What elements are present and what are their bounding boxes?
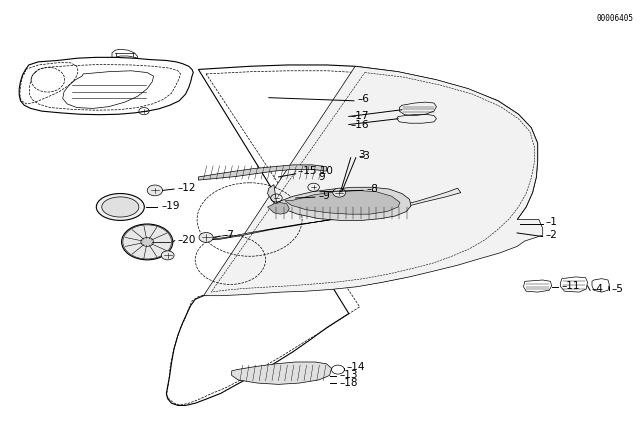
Text: –5: –5 xyxy=(611,284,623,294)
Polygon shape xyxy=(268,185,411,220)
Text: –15 10: –15 10 xyxy=(298,166,332,176)
Circle shape xyxy=(161,251,174,260)
Polygon shape xyxy=(198,165,326,180)
Circle shape xyxy=(199,233,213,242)
Text: 3: 3 xyxy=(358,150,365,159)
Text: –8: –8 xyxy=(366,184,378,194)
Circle shape xyxy=(141,237,154,246)
Polygon shape xyxy=(268,202,289,214)
Text: –12: –12 xyxy=(178,183,196,193)
Polygon shape xyxy=(208,188,461,240)
Text: 00006405: 00006405 xyxy=(596,14,634,23)
Circle shape xyxy=(147,185,163,196)
Text: –4: –4 xyxy=(592,284,604,294)
Text: –16: –16 xyxy=(351,120,369,129)
Ellipse shape xyxy=(96,194,145,220)
Text: –1: –1 xyxy=(545,217,557,227)
Polygon shape xyxy=(285,190,400,214)
Text: –14: –14 xyxy=(347,362,365,372)
Text: –18: –18 xyxy=(339,378,358,388)
Text: –2: –2 xyxy=(545,230,557,240)
Ellipse shape xyxy=(102,197,139,217)
Text: –7: –7 xyxy=(223,230,235,240)
Text: –20: –20 xyxy=(178,235,196,245)
Polygon shape xyxy=(232,362,332,384)
Circle shape xyxy=(122,224,173,260)
Text: –3: –3 xyxy=(358,151,371,161)
Circle shape xyxy=(333,188,346,197)
Text: 9: 9 xyxy=(319,172,325,182)
Text: –17: –17 xyxy=(351,112,369,121)
Text: –19: –19 xyxy=(161,201,180,211)
Text: –9: –9 xyxy=(319,191,331,201)
Polygon shape xyxy=(204,66,543,296)
Text: –6: –6 xyxy=(357,95,369,104)
Text: –13: –13 xyxy=(339,370,358,380)
Text: –11: –11 xyxy=(562,281,580,291)
